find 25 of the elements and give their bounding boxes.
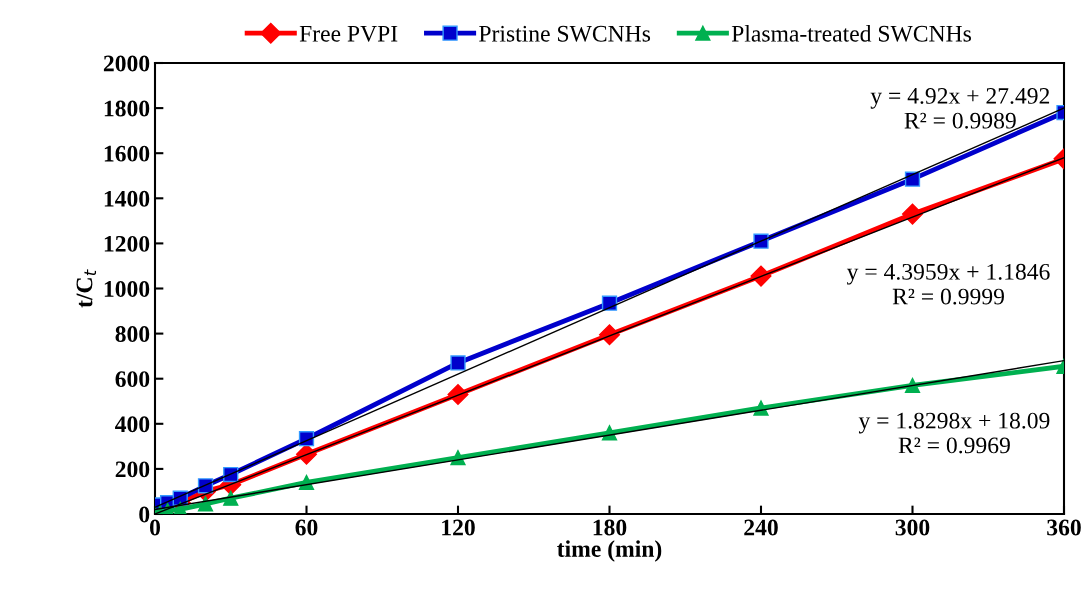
y-tick-label: 200 xyxy=(115,461,150,478)
x-axis-title: time (min) xyxy=(557,540,662,562)
legend-label: Plasma-treated SWCNHs xyxy=(731,25,971,42)
y-tick-label: 1600 xyxy=(104,145,150,162)
y-tick-label: 800 xyxy=(115,326,150,343)
y-tick-label: 1000 xyxy=(104,280,150,297)
y-tick-label: 600 xyxy=(115,371,150,388)
y-tick-label: 0 xyxy=(139,506,150,523)
legend-label: Free PVPI xyxy=(299,25,398,42)
y-tick-label: 400 xyxy=(115,416,150,433)
y-tick-label: 1400 xyxy=(104,190,150,207)
y-tick-label: 2000 xyxy=(103,55,150,72)
y-tick-label: 1800 xyxy=(104,100,150,117)
x-tick-label: 300 xyxy=(895,519,930,536)
annotation: y = 4.3959x + 1.1846 R² = 0.9999 xyxy=(846,263,1050,305)
x-tick-label: 60 xyxy=(295,519,318,536)
y-axis-title: t/C$_{t}$ xyxy=(76,269,97,308)
y-tick-label: 1200 xyxy=(104,235,150,252)
annotation: y = 4.92x + 27.492 R² = 0.9989 xyxy=(870,87,1050,129)
x-tick-label: 360 xyxy=(1047,519,1081,536)
x-tick-label: 120 xyxy=(442,519,475,536)
legend-label: Pristine SWCNHs xyxy=(479,25,651,42)
x-tick-label: 240 xyxy=(744,519,778,536)
annotation: y = 1.8298x + 18.09 R² = 0.9969 xyxy=(858,412,1050,454)
x-tick-label: 180 xyxy=(593,519,627,536)
